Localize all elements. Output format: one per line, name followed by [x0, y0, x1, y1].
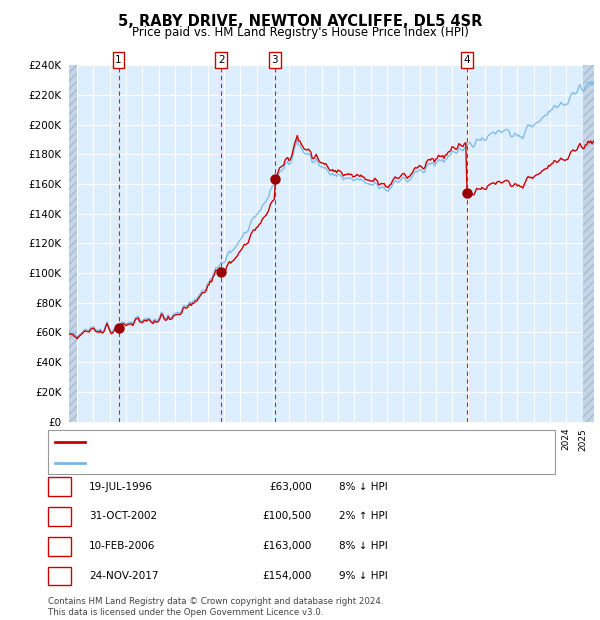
Bar: [583, 65, 594, 422]
Bar: [69, 65, 77, 422]
Text: 24-NOV-2017: 24-NOV-2017: [89, 571, 158, 581]
Text: 19-JUL-1996: 19-JUL-1996: [89, 482, 153, 492]
Text: 8% ↓ HPI: 8% ↓ HPI: [339, 541, 388, 551]
Text: Price paid vs. HM Land Registry's House Price Index (HPI): Price paid vs. HM Land Registry's House …: [131, 26, 469, 39]
Text: £63,000: £63,000: [269, 482, 312, 492]
Text: 2% ↑ HPI: 2% ↑ HPI: [339, 512, 388, 521]
Text: 2: 2: [56, 512, 63, 521]
Text: 31-OCT-2002: 31-OCT-2002: [89, 512, 157, 521]
Text: £163,000: £163,000: [263, 541, 312, 551]
Text: 5, RABY DRIVE, NEWTON AYCLIFFE, DL5 4SR: 5, RABY DRIVE, NEWTON AYCLIFFE, DL5 4SR: [118, 14, 482, 29]
Text: 5, RABY DRIVE, NEWTON AYCLIFFE, DL5 4SR (detached house): 5, RABY DRIVE, NEWTON AYCLIFFE, DL5 4SR …: [89, 437, 399, 447]
Text: 4: 4: [56, 571, 63, 581]
Text: Contains HM Land Registry data © Crown copyright and database right 2024.
This d: Contains HM Land Registry data © Crown c…: [48, 598, 383, 617]
Text: £154,000: £154,000: [263, 571, 312, 581]
Text: 4: 4: [464, 55, 470, 65]
Text: 9% ↓ HPI: 9% ↓ HPI: [339, 571, 388, 581]
Text: 10-FEB-2006: 10-FEB-2006: [89, 541, 155, 551]
Text: 1: 1: [115, 55, 122, 65]
Text: £100,500: £100,500: [263, 512, 312, 521]
Text: 8% ↓ HPI: 8% ↓ HPI: [339, 482, 388, 492]
Text: 3: 3: [271, 55, 278, 65]
Text: 2: 2: [218, 55, 224, 65]
Text: 1: 1: [56, 482, 63, 492]
Text: 3: 3: [56, 541, 63, 551]
Text: HPI: Average price, detached house, County Durham: HPI: Average price, detached house, Coun…: [89, 458, 352, 468]
